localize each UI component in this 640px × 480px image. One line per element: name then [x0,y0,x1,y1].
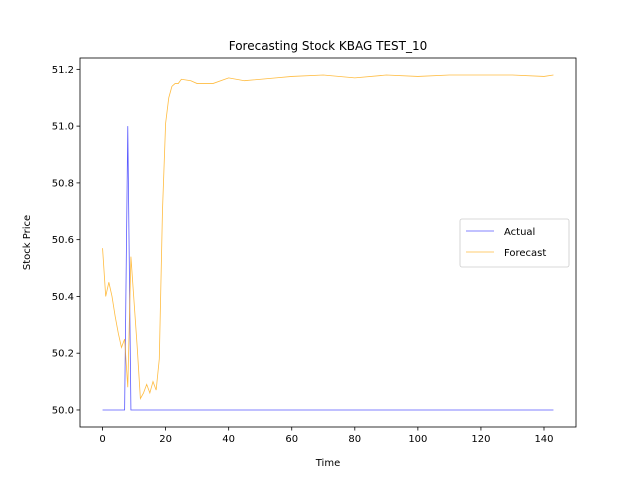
y-tick-label: 50.4 [52,292,74,303]
legend: Actual Forecast [459,218,570,268]
y-tick-label: 51.2 [52,65,74,76]
x-tick-label: 100 [408,434,427,445]
series-lines [102,74,554,411]
x-tick-label: 120 [471,434,490,445]
x-tick-label: 0 [99,434,105,445]
x-tick-label: 40 [222,434,235,445]
series-line-actual [102,126,554,411]
series-line-forecast [102,74,554,401]
chart-title: Forecasting Stock KBAG TEST_10 [229,39,428,53]
x-axis-label: Time [315,458,340,469]
y-axis-label: Stock Price [22,215,33,270]
y-tick-label: 50.2 [52,349,74,360]
y-tick-label: 50.8 [52,178,74,189]
y-tick-label: 51.0 [52,122,74,133]
x-axis: 0 20 40 60 80 100 120 140 [99,427,554,445]
y-tick-label: 50.6 [52,235,74,246]
x-tick-label: 20 [159,434,172,445]
legend-label-actual: Actual [504,227,535,238]
plot-frame [79,57,577,428]
y-axis: 50.0 50.2 50.4 50.6 50.8 51.0 51.2 [52,65,80,416]
legend-label-forecast: Forecast [504,248,546,259]
x-tick-label: 60 [285,434,298,445]
x-tick-label: 80 [348,434,361,445]
y-tick-label: 50.0 [52,405,74,416]
x-tick-label: 140 [534,434,553,445]
